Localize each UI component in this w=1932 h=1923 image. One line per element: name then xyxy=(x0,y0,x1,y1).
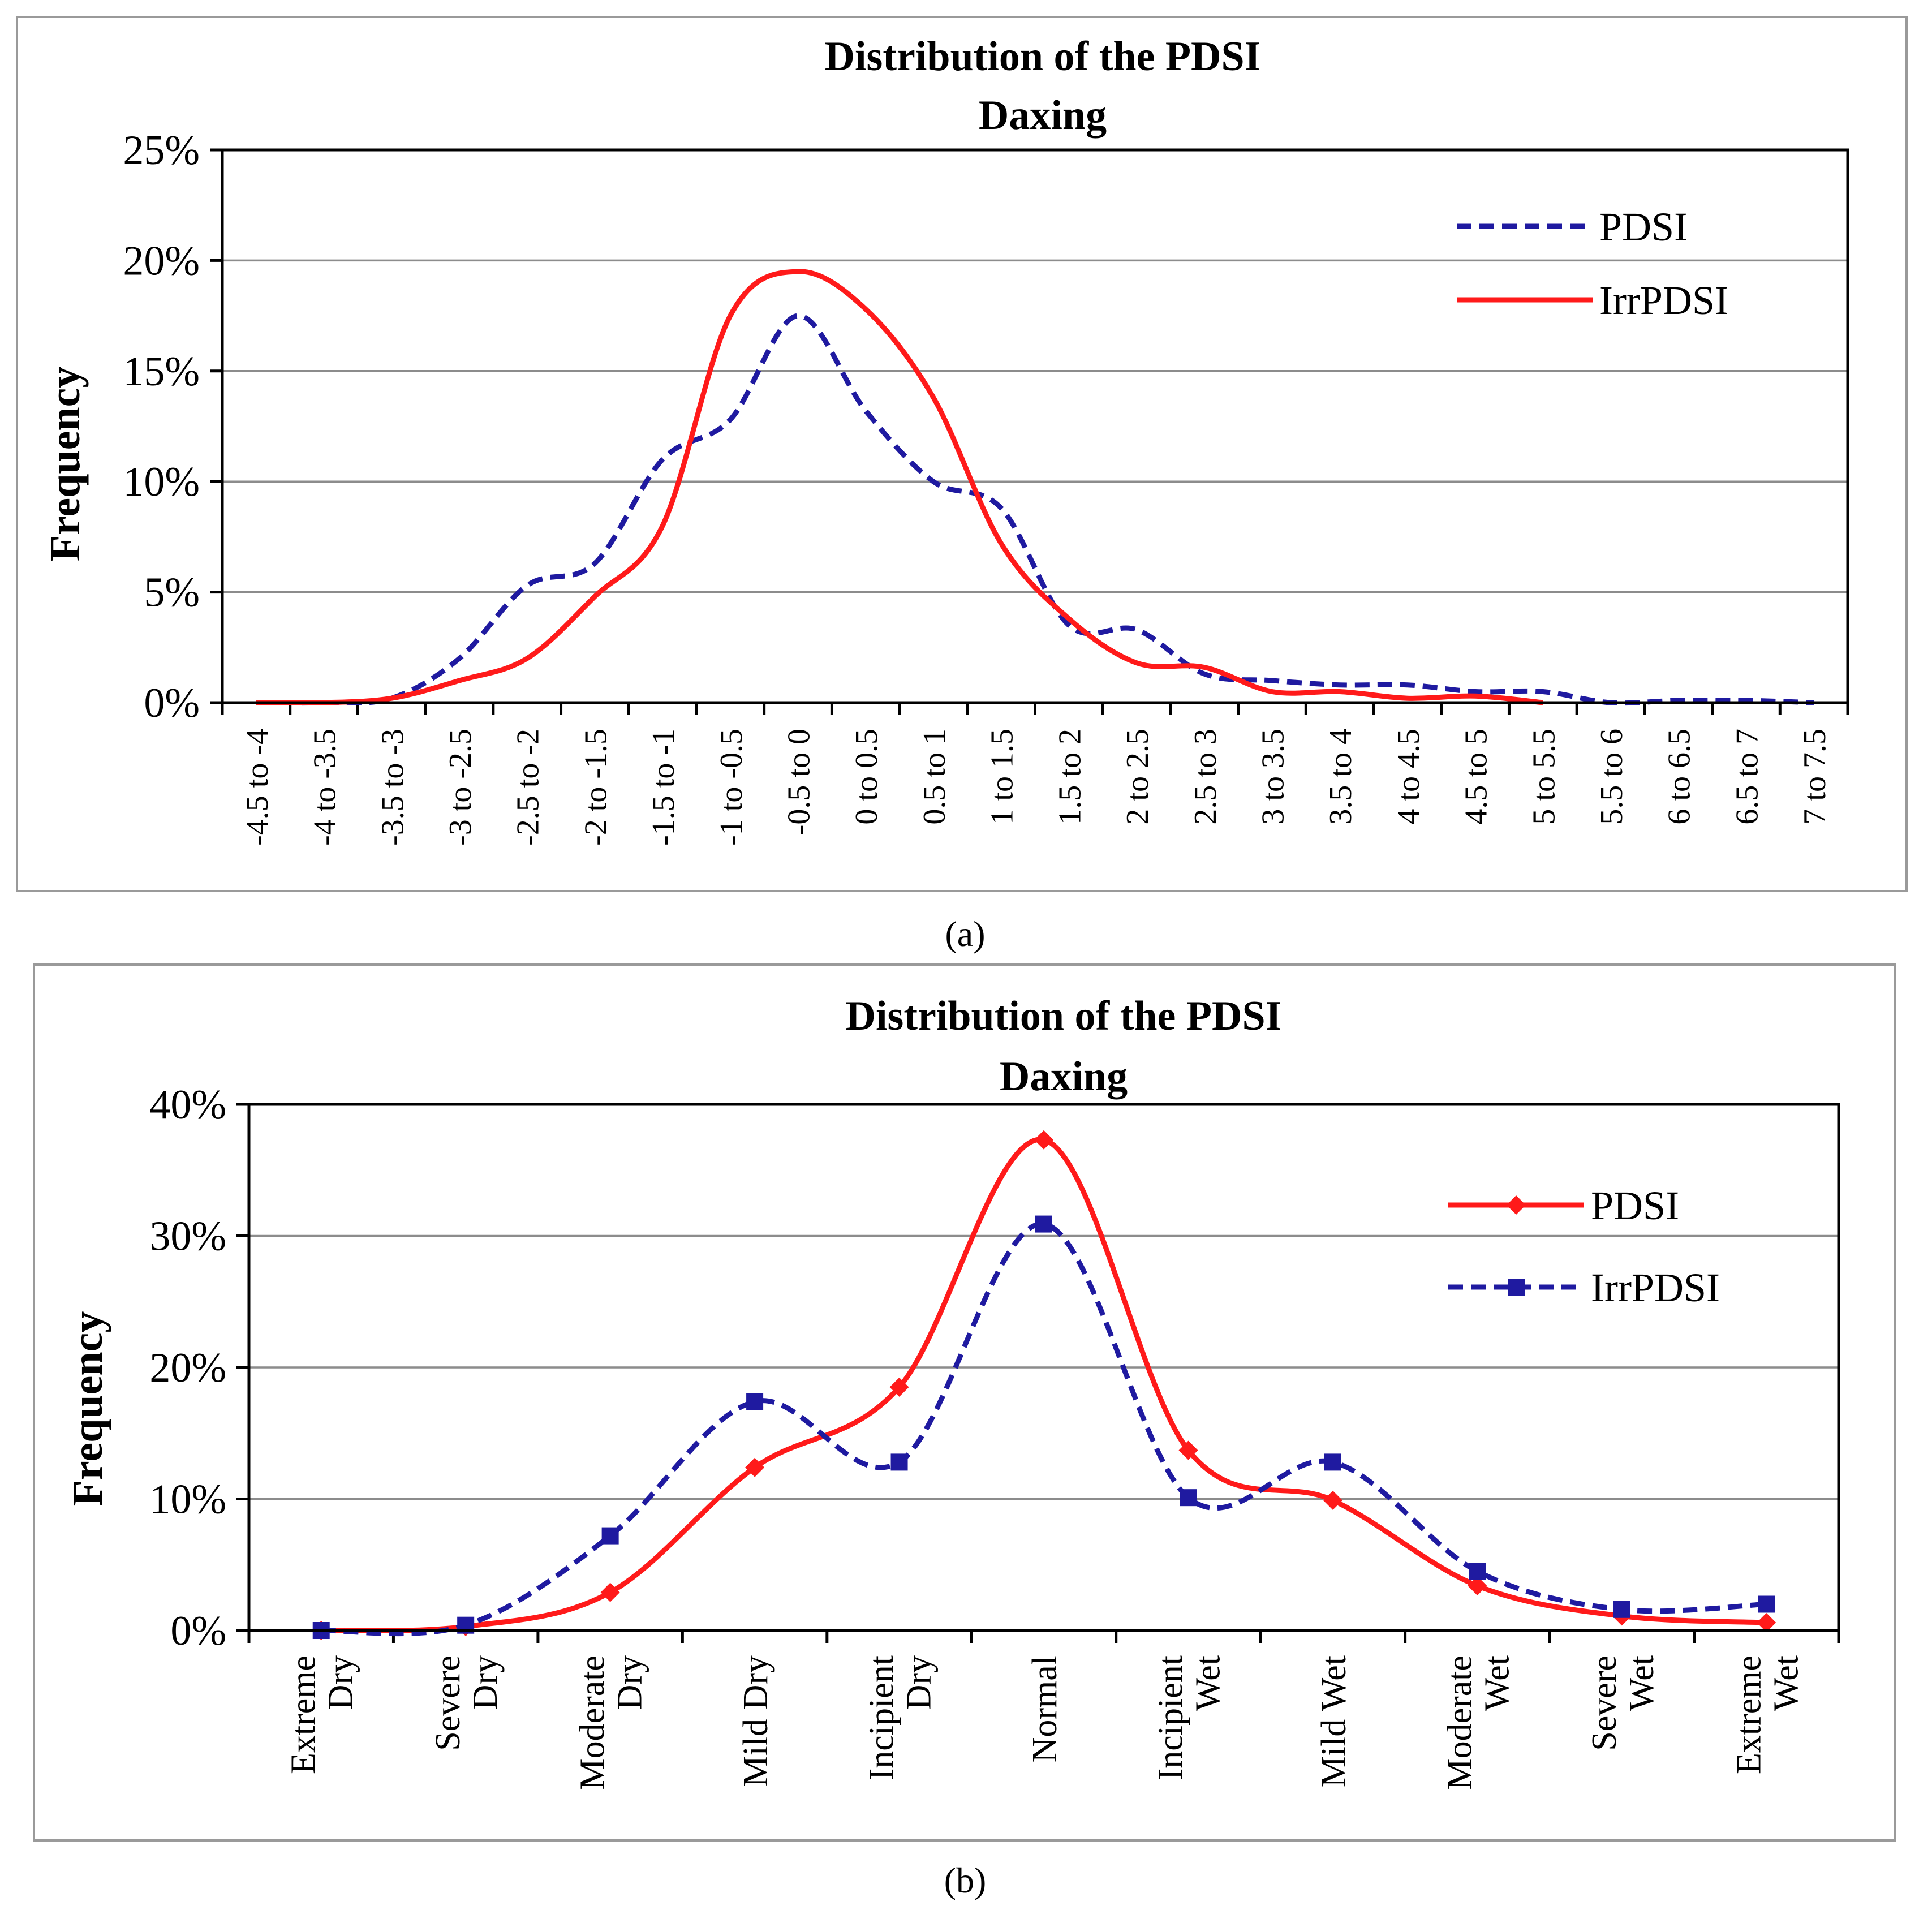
y-tick-label: 40% xyxy=(149,1082,226,1128)
x-tick-label-1-5-to-1: -1.5 to -1 xyxy=(646,729,681,846)
point-pdsi xyxy=(1468,1576,1487,1595)
x-tick-label-severe-dry: SevereDry xyxy=(429,1655,505,1751)
panel-b-frame xyxy=(33,963,1896,1842)
x-tick-label-1-5-to-2: 1.5 to 2 xyxy=(1052,729,1087,825)
x-tick-label-moderate-wet: ModerateWet xyxy=(1440,1655,1516,1790)
chart-a-y-ticks: 0% 5% 10% 15% 20% 25% xyxy=(123,127,222,726)
series-line-pdsi xyxy=(256,313,1814,706)
x-tick-label-6-to-6-5: 6 to 6.5 xyxy=(1662,729,1697,825)
chart-b-x-ticks: ExtremeDry SevereDry ModerateDry Mild Dry In… xyxy=(247,1631,1840,1790)
y-tick-label: 5% xyxy=(144,570,200,616)
point-irrpdsi xyxy=(1613,1601,1630,1618)
chart-b-plot-area xyxy=(247,1103,1840,1632)
caption-a: (a) xyxy=(945,914,985,954)
chart-b-title: Distribution of the PDSI xyxy=(846,993,1282,1039)
x-tick-label-1-to-1-5: 1 to 1.5 xyxy=(985,729,1020,825)
x-tick-label-0-5-to-1: 0.5 to 1 xyxy=(917,729,952,825)
y-tick-label: 30% xyxy=(149,1214,226,1260)
y-tick-label: 0% xyxy=(144,680,200,726)
y-tick-label: 10% xyxy=(149,1477,226,1523)
legend-marker-pdsi xyxy=(1507,1195,1526,1215)
chart-b-ylabel: Frequency xyxy=(64,1311,111,1507)
x-tick-label-mild-dry: Mild Dry xyxy=(737,1655,775,1787)
chart-panel-b: Distribution of the PDSI Daxing Frequenc… xyxy=(33,963,1896,1842)
chart-a-title: Distribution of the PDSI xyxy=(825,33,1261,80)
y-tick-label: 15% xyxy=(123,349,200,395)
chart-a-plot-area xyxy=(221,148,1849,704)
x-tick-label-incipient-dry: IncipientDry xyxy=(863,1655,939,1780)
point-irrpdsi xyxy=(1758,1595,1775,1613)
chart-a-gridlines xyxy=(222,259,1848,593)
point-pdsi xyxy=(1034,1130,1053,1150)
chart-a-legend: PDSI IrrPDSI xyxy=(1457,204,1728,323)
legend-label-pdsi: PDSI xyxy=(1591,1183,1679,1228)
x-tick-label-3-to-2-5: -3 to -2.5 xyxy=(443,729,478,846)
legend-label-pdsi: PDSI xyxy=(1599,204,1688,249)
y-tick-label: 25% xyxy=(123,127,200,174)
x-tick-label-4-to-3-5: -4 to -3.5 xyxy=(308,729,343,846)
chart-a-subtitle: Daxing xyxy=(979,92,1107,139)
x-tick-label-incipient-wet: IncipientWet xyxy=(1152,1655,1228,1780)
point-pdsi xyxy=(745,1457,765,1477)
x-tick-label-6-5-to-7: 6.5 to 7 xyxy=(1729,729,1765,825)
point-pdsi xyxy=(600,1582,620,1602)
x-tick-label-4-5-to-5: 4.5 to 5 xyxy=(1459,729,1494,825)
x-tick-label-normal: Normal xyxy=(1026,1655,1064,1762)
caption-b: (b) xyxy=(944,1860,987,1900)
x-tick-label-3-5-to-4: 3.5 to 4 xyxy=(1323,729,1358,825)
x-tick-label-5-5-to-6: 5.5 to 6 xyxy=(1594,729,1629,825)
x-tick-label-mild-wet: Mild Wet xyxy=(1315,1655,1353,1787)
legend-marker-irrpdsi xyxy=(1508,1279,1525,1296)
point-irrpdsi xyxy=(1324,1453,1341,1471)
x-tick-label-moderate-dry: ModerateDry xyxy=(574,1655,649,1790)
chart-b-subtitle: Daxing xyxy=(1000,1053,1128,1100)
point-irrpdsi xyxy=(746,1393,764,1410)
chart-b-legend: PDSI IrrPDSI xyxy=(1448,1183,1720,1310)
chart-b-series xyxy=(311,1130,1776,1640)
point-irrpdsi xyxy=(601,1527,619,1545)
x-tick-label-3-to-3-5: 3 to 3.5 xyxy=(1256,729,1291,825)
x-tick-label-2-to-2-5: 2 to 2.5 xyxy=(1120,729,1155,825)
y-tick-label: 0% xyxy=(170,1608,226,1654)
x-tick-label-extreme-dry: ExtremeDry xyxy=(285,1655,360,1774)
x-tick-label-4-to-4-5: 4 to 4.5 xyxy=(1391,729,1426,825)
x-tick-label-4-5-to-4: -4.5 to -4 xyxy=(240,729,275,846)
chart-b-y-ticks: 0% 10% 20% 30% 40% xyxy=(149,1082,249,1654)
legend-label-irrpdsi: IrrPDSI xyxy=(1599,278,1728,323)
x-tick-label-extreme-wet: ExtremeWet xyxy=(1729,1655,1805,1774)
x-tick-label-2-to-1-5: -2 to -1.5 xyxy=(578,729,613,846)
chart-a-series xyxy=(256,269,1814,706)
point-pdsi xyxy=(1323,1490,1342,1510)
point-irrpdsi xyxy=(1035,1215,1052,1233)
x-tick-label-0-5-to-0: -0.5 to 0 xyxy=(782,729,817,835)
legend-label-irrpdsi: IrrPDSI xyxy=(1591,1265,1720,1310)
y-tick-label: 10% xyxy=(123,459,200,505)
x-tick-label-3-5-to-3: -3.5 to -3 xyxy=(375,729,410,846)
series-line-irrpdsi xyxy=(256,269,1543,706)
point-irrpdsi xyxy=(1180,1489,1197,1507)
point-pdsi xyxy=(1757,1613,1776,1633)
x-tick-label-severe-wet: SevereWet xyxy=(1585,1655,1661,1751)
x-tick-label-0-to-0-5: 0 to 0.5 xyxy=(849,729,884,825)
chart-b-gridlines xyxy=(249,1234,1839,1500)
point-irrpdsi xyxy=(1469,1563,1486,1580)
point-irrpdsi xyxy=(890,1453,908,1471)
x-tick-label-5-to-5-5: 5 to 5.5 xyxy=(1526,729,1561,825)
x-tick-label-1-to-0-5: -1 to -0.5 xyxy=(714,729,749,846)
x-tick-label-7-to-7-5: 7 to 7.5 xyxy=(1797,729,1832,825)
chart-panel-a: Distribution of the PDSI Daxing Frequenc… xyxy=(16,16,1908,892)
chart-a-ylabel: Frequency xyxy=(41,367,89,562)
y-tick-label: 20% xyxy=(149,1345,226,1391)
y-tick-label: 20% xyxy=(123,238,200,284)
point-pdsi xyxy=(889,1377,909,1397)
x-tick-label-2-5-to-2: -2.5 to -2 xyxy=(511,729,546,846)
point-pdsi xyxy=(1178,1440,1198,1460)
x-tick-label-2-5-to-3: 2.5 to 3 xyxy=(1188,729,1223,825)
chart-a-x-ticks: -4.5 to -4 -4 to -3.5 -3.5 to -3 -3 to -2.5… xyxy=(221,703,1849,846)
